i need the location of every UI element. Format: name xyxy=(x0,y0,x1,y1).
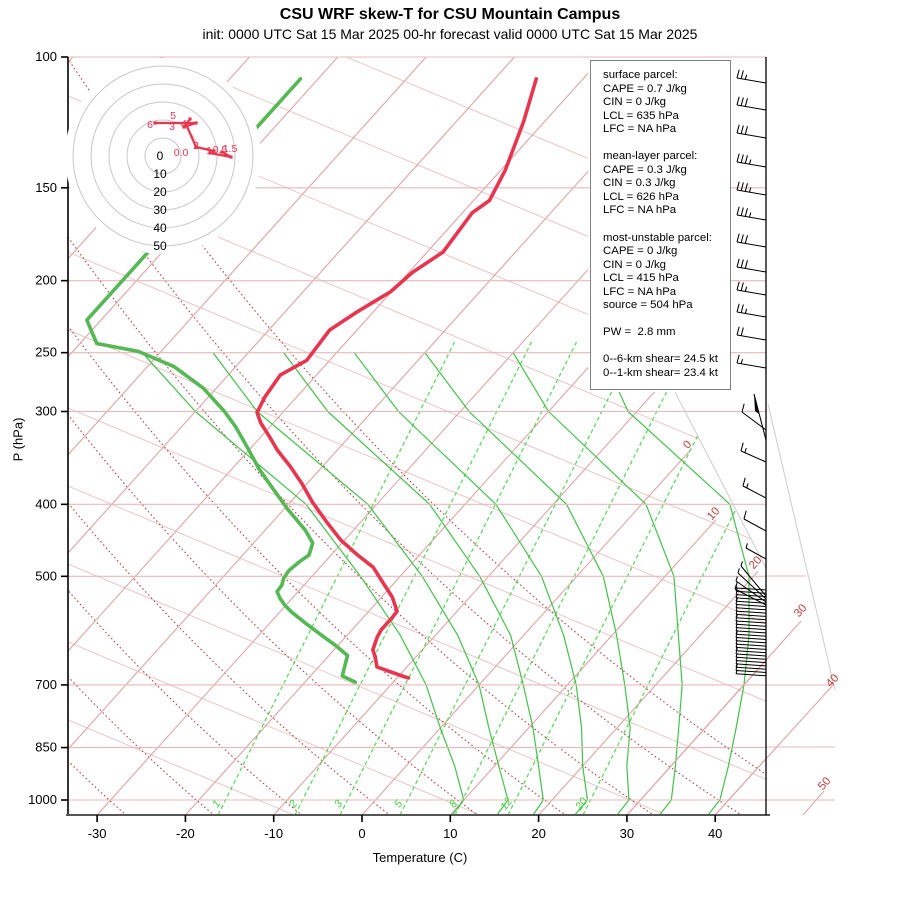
y-axis-label: P (hPa) xyxy=(10,417,26,462)
parcel-info-line: CIN = 0 J/kg xyxy=(603,258,666,271)
svg-text:-20: -20 xyxy=(176,826,195,841)
svg-text:0.5: 0.5 xyxy=(213,144,228,156)
parcel-info-line: most-unstable parcel: xyxy=(603,231,712,244)
svg-text:0: 0 xyxy=(681,439,694,452)
svg-text:0: 0 xyxy=(358,826,365,841)
svg-text:400: 400 xyxy=(35,496,57,511)
svg-text:30: 30 xyxy=(792,602,809,620)
parcel-info-line: LCL = 415 hPa xyxy=(603,272,679,285)
x-axis-label: Temperature (C) xyxy=(372,850,468,865)
svg-text:1.5: 1.5 xyxy=(223,143,238,155)
svg-text:30: 30 xyxy=(620,826,634,841)
svg-text:12: 12 xyxy=(498,796,515,813)
svg-text:0.0: 0.0 xyxy=(174,147,189,159)
parcel-info-line: CIN = 0.3 J/kg xyxy=(603,177,676,190)
parcel-info-line: CAPE = 0.3 J/kg xyxy=(603,163,687,176)
parcel-info-line: LCL = 635 hPa xyxy=(603,109,679,122)
svg-text:1: 1 xyxy=(206,145,212,157)
svg-text:850: 850 xyxy=(35,740,57,755)
svg-text:40: 40 xyxy=(153,221,167,235)
parcel-info-line: 0--6-km shear= 24.5 kt xyxy=(603,353,718,366)
chart-title: CSU WRF skew-T for CSU Mountain Campus xyxy=(279,6,621,23)
svg-text:10: 10 xyxy=(443,826,457,841)
svg-text:50: 50 xyxy=(153,239,167,253)
svg-text:4: 4 xyxy=(181,118,187,130)
chart-subtitle: init: 0000 UTC Sat 15 Mar 2025 00-hr for… xyxy=(202,26,698,42)
parcel-info-line: 0--1-km shear= 23.4 kt xyxy=(603,367,718,380)
parcel-info-line xyxy=(603,340,724,354)
parcel-info-line: LFC = NA hPa xyxy=(603,285,677,298)
parcel-info-line xyxy=(603,313,724,327)
svg-text:700: 700 xyxy=(35,677,57,692)
parcel-info-line: PW = 2.8 mm xyxy=(603,326,676,339)
svg-text:6: 6 xyxy=(147,119,153,131)
parcel-info-line: source = 504 hPa xyxy=(603,299,693,312)
svg-text:-10: -10 xyxy=(264,826,283,841)
svg-text:1000: 1000 xyxy=(28,792,57,807)
parcel-info-line: mean-layer parcel: xyxy=(603,150,698,163)
svg-text:0: 0 xyxy=(157,149,164,163)
hodograph-inset: 0 10 20 30 40 50 0.0 1 0.51.5 2 3 45 6 xyxy=(65,58,261,254)
svg-text:40: 40 xyxy=(824,672,841,690)
svg-text:-30: -30 xyxy=(88,826,107,841)
svg-text:20: 20 xyxy=(153,185,167,199)
svg-text:50: 50 xyxy=(816,775,833,793)
svg-text:2: 2 xyxy=(193,140,199,152)
parcel-info-line: LCL = 626 hPa xyxy=(603,190,679,203)
svg-text:250: 250 xyxy=(35,345,57,360)
parcel-info-line: LFC = NA hPa xyxy=(603,204,677,217)
svg-text:3: 3 xyxy=(169,121,175,133)
svg-text:10: 10 xyxy=(153,167,167,181)
parcel-info-line xyxy=(603,218,724,232)
parcel-info-line: surface parcel: xyxy=(603,69,678,81)
parcel-info-line: CAPE = 0 J/kg xyxy=(603,245,678,258)
svg-text:200: 200 xyxy=(35,273,57,288)
svg-text:40: 40 xyxy=(708,826,722,841)
svg-text:5: 5 xyxy=(170,110,176,122)
parcel-info-line: LFC = NA hPa xyxy=(603,123,677,136)
parcel-info-box: surface parcel: CAPE = 0.7 J/kg CIN = 0 J/… xyxy=(590,60,731,390)
parcel-info-line: CIN = 0 J/kg xyxy=(603,96,666,109)
parcel-info-line xyxy=(603,137,724,151)
svg-text:20: 20 xyxy=(573,795,591,814)
svg-text:20: 20 xyxy=(531,826,545,841)
parcel-info-line: CAPE = 0.7 J/kg xyxy=(603,82,687,95)
svg-text:100: 100 xyxy=(35,49,57,64)
svg-text:300: 300 xyxy=(35,404,57,419)
svg-text:30: 30 xyxy=(153,203,167,217)
svg-text:500: 500 xyxy=(35,568,57,583)
svg-text:150: 150 xyxy=(35,180,57,195)
